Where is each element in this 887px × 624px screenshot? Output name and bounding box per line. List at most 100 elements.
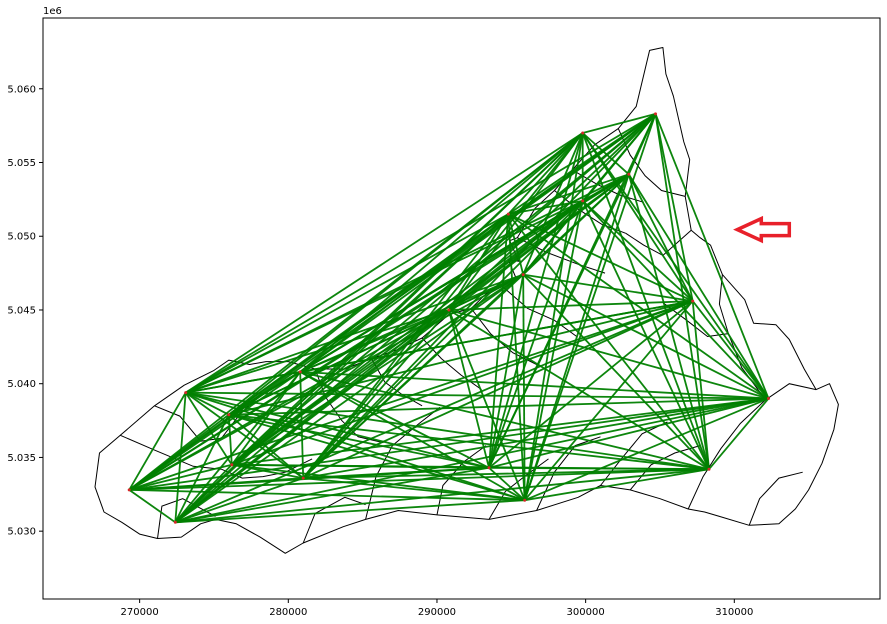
connection-line-8-11: [488, 467, 526, 501]
connection-lines: [128, 113, 770, 524]
node-3: [227, 413, 231, 417]
connection-line-10-12: [522, 132, 584, 275]
connection-line-14-18: [628, 173, 770, 399]
connection-line-9-18: [507, 213, 770, 400]
connection-line-4-13: [231, 200, 584, 466]
connection-line-13-17: [581, 200, 710, 470]
connection-line-1-10: [174, 273, 524, 524]
node-16: [691, 299, 695, 303]
connection-line-6-16: [302, 300, 694, 479]
connection-line-6-13: [302, 200, 584, 479]
connection-line-4-14: [231, 173, 630, 466]
x-tick-label-3: 300000: [567, 607, 605, 618]
connection-line-11-15: [523, 113, 657, 501]
node-4: [230, 463, 234, 467]
connection-line-5-6: [299, 371, 305, 479]
x-tick-label-4: 310000: [715, 607, 753, 618]
connection-line-12-15: [582, 113, 656, 134]
x-axis: 270000 280000 290000 300000 310000: [121, 599, 753, 618]
connection-line-8-16: [488, 300, 694, 469]
connection-line-1-5: [174, 371, 301, 523]
annotation-arrow-shape: [733, 215, 792, 244]
connection-line-4-11: [231, 463, 525, 502]
connection-line-5-15: [299, 113, 657, 373]
district-boundaries: [94, 47, 839, 554]
connection-line-3-8: [228, 413, 490, 469]
node-2: [184, 391, 188, 395]
connection-line-1-17: [175, 468, 710, 524]
connection-line-6-9: [302, 213, 510, 479]
connection-line-8-10: [488, 274, 525, 468]
y-tick-label-4: 5.050: [7, 232, 36, 243]
connection-line-7-16: [448, 300, 693, 311]
connection-line-9-16: [507, 213, 694, 302]
connection-line-8-9: [488, 214, 510, 468]
connection-line-0-2: [128, 392, 187, 491]
boundary-internal-13: [502, 286, 577, 337]
connection-line-0-4: [128, 463, 233, 491]
connection-line-3-17: [228, 413, 710, 471]
connection-line-9-14: [508, 173, 630, 215]
connection-line-7-8: [448, 309, 490, 469]
x-tick-label-0: 270000: [121, 607, 159, 618]
connection-line-11-17: [524, 468, 710, 502]
connection-line-5-9: [299, 213, 509, 373]
connection-line-6-11: [303, 477, 525, 502]
y-tick-label-6: 5.060: [7, 84, 36, 95]
node-7: [447, 308, 451, 312]
connection-line-7-18: [448, 309, 769, 400]
connection-line-1-6: [175, 477, 304, 524]
boundary-internal-23: [765, 383, 817, 401]
connection-line-7-15: [448, 113, 657, 311]
connection-line-15-16: [654, 113, 694, 302]
node-6: [301, 476, 305, 480]
connection-line-15-17: [654, 113, 710, 470]
connection-line-7-12: [448, 132, 584, 311]
annotation-arrow: [733, 215, 792, 244]
connection-line-7-10: [448, 273, 524, 311]
node-0: [127, 488, 131, 492]
connection-line-1-11: [175, 499, 525, 524]
connection-line-6-17: [303, 468, 710, 479]
connection-line-7-9: [448, 213, 510, 311]
connection-line-5-18: [300, 371, 769, 400]
connection-line-11-16: [524, 300, 694, 501]
connection-line-4-5: [231, 371, 301, 466]
connection-line-4-12: [231, 132, 584, 466]
plot-frame: [42, 17, 881, 600]
connection-line-9-12: [507, 132, 584, 215]
connection-line-15-18: [654, 113, 770, 399]
connection-line-3-4: [227, 414, 233, 465]
connection-line-10-14: [522, 173, 630, 276]
node-10: [521, 273, 525, 277]
connection-line-4-9: [231, 213, 509, 466]
node-13: [581, 199, 585, 203]
connection-line-1-13: [174, 200, 584, 524]
y-axis-offset-label: 1e6: [43, 6, 62, 17]
boundary-internal-20: [687, 399, 766, 510]
connection-line-13-16: [582, 200, 694, 302]
y-tick-label-3: 5.045: [7, 305, 36, 316]
boundary-outline: [94, 47, 839, 554]
y-tick-label-5: 5.055: [7, 158, 36, 169]
connection-line-5-16: [300, 300, 693, 373]
connection-line-6-8: [303, 466, 490, 479]
connection-line-14-15: [627, 113, 657, 175]
connection-line-10-16: [523, 273, 693, 302]
connection-line-9-11: [507, 214, 526, 501]
boundary-internal-4: [302, 496, 366, 544]
connection-line-13-14: [582, 173, 630, 202]
connection-line-4-10: [231, 273, 524, 466]
boundary-internal-17: [617, 128, 686, 197]
plot-area: [94, 47, 839, 554]
node-11: [523, 498, 527, 502]
node-8: [487, 466, 491, 470]
node-14: [627, 172, 631, 176]
connection-line-16-18: [691, 300, 770, 400]
x-tick-label-1: 280000: [269, 607, 307, 618]
connection-line-2-12: [185, 132, 584, 394]
connection-line-2-9: [185, 213, 509, 394]
connection-line-1-3: [174, 414, 230, 523]
connection-line-2-18: [185, 391, 769, 400]
boundary-internal-21: [748, 471, 803, 526]
